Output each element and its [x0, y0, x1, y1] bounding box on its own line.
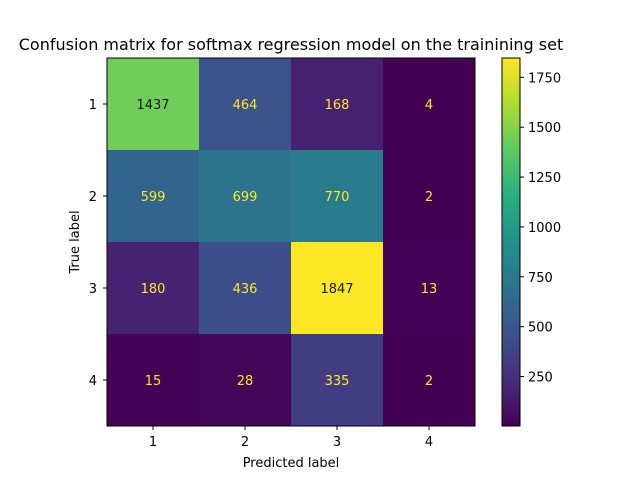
colorbar-tick-label: 750 [528, 271, 553, 286]
heatmap-cell [107, 58, 200, 151]
heatmap-cell [199, 150, 292, 243]
heatmap-cell [107, 242, 200, 335]
colorbar-tick-label: 1250 [528, 171, 561, 186]
heatmap-cell [107, 334, 200, 427]
cell-value-label: 699 [233, 190, 258, 205]
heatmap-cell [383, 150, 476, 243]
y-tick-label: 4 [89, 374, 97, 389]
cell-value-label: 335 [325, 374, 350, 389]
x-tick-label: 2 [241, 435, 249, 450]
y-tick-label: 1 [89, 98, 97, 113]
heatmap-cell [199, 334, 292, 427]
x-tick-label: 4 [425, 435, 433, 450]
cell-value-label: 4 [425, 98, 433, 113]
x-tick-label: 1 [149, 435, 157, 450]
chart-title: Confusion matrix for softmax regression … [19, 35, 564, 54]
cell-value-label: 1847 [320, 282, 353, 297]
y-axis-label: True label [68, 210, 83, 274]
y-tick-label: 3 [89, 282, 97, 297]
colorbar-ticks: 250 500 750 1000 1250 1500 1750 [520, 71, 561, 386]
colorbar-tick-label: 1750 [528, 71, 561, 86]
heatmap-cell [383, 242, 476, 335]
cell-value-label: 13 [421, 282, 438, 297]
cell-value-label: 2 [425, 374, 433, 389]
cell-value-label: 15 [145, 374, 162, 389]
colorbar [501, 57, 521, 427]
x-axis-ticks: 1 2 3 4 [149, 426, 433, 450]
cell-value-label: 168 [325, 98, 350, 113]
plot-frame [106, 57, 476, 427]
y-tick-label: 2 [89, 190, 97, 205]
heatmap-cell-labels: 1437 464 168 4 599 699 770 2 180 436 1847 13 15 28 335… [136, 98, 437, 389]
cell-value-label: 599 [141, 190, 166, 205]
cell-value-label: 464 [233, 98, 258, 113]
heatmap-cell [199, 242, 292, 335]
colorbar-tick-label: 1000 [528, 221, 561, 236]
colorbar-tick-label: 1500 [528, 121, 561, 136]
colorbar-tick-label: 250 [528, 371, 553, 386]
heatmap-cells [107, 58, 476, 427]
heatmap-cell [383, 334, 476, 427]
heatmap-cell [291, 58, 384, 151]
heatmap-cell [291, 334, 384, 427]
cell-value-label: 180 [141, 282, 166, 297]
x-tick-label: 3 [333, 435, 341, 450]
cell-value-label: 770 [325, 190, 350, 205]
heatmap-cell [383, 58, 476, 151]
colorbar-tick-label: 500 [528, 321, 553, 336]
heatmap-cell [291, 242, 384, 335]
x-axis-label: Predicted label [243, 456, 340, 471]
cell-value-label: 28 [237, 374, 254, 389]
heatmap-cell [107, 150, 200, 243]
heatmap-cell [291, 150, 384, 243]
y-axis-ticks: 1 2 3 4 [89, 98, 107, 389]
cell-value-label: 436 [233, 282, 258, 297]
heatmap-cell [199, 58, 292, 151]
cell-value-label: 2 [425, 190, 433, 205]
cell-value-label: 1437 [136, 98, 169, 113]
